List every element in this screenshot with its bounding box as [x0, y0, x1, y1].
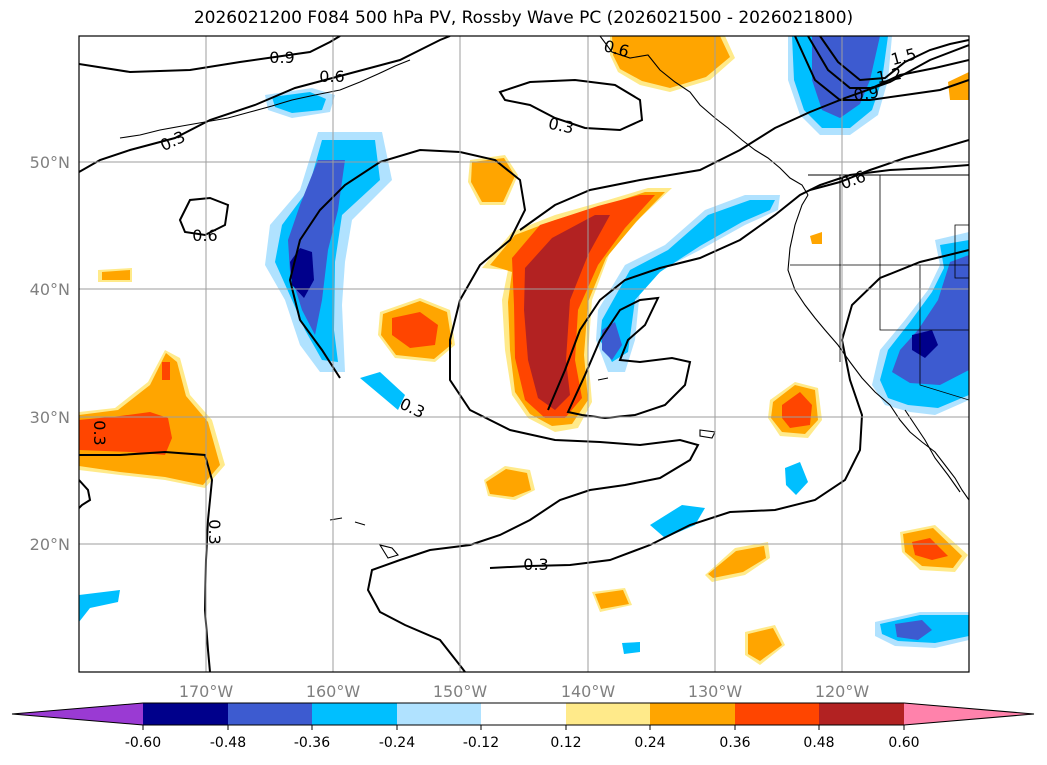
latitude-labels: 50°N 40°N 30°N 20°N: [30, 153, 70, 554]
lat-label-50n: 50°N: [30, 153, 70, 172]
colorbar-extend-right: [904, 703, 1034, 725]
colorbar-tick-label: -0.36: [294, 735, 330, 751]
contour-label: 0.3: [90, 420, 109, 445]
contour-label: 0.9: [269, 48, 294, 67]
colorbar-extend-left: [12, 703, 143, 725]
contour-0.3-loop: [498, 78, 644, 132]
colorbar-segment: [735, 703, 819, 725]
colorbar-segment: [650, 703, 735, 725]
lon-label-170w: 170°W: [179, 682, 234, 701]
map-title: 2026021200 F084 500 hPa PV, Rossby Wave …: [193, 8, 854, 28]
contour-0.9-east: [794, 36, 969, 101]
colorbar-segment: [312, 703, 397, 725]
colorbar-tick-label: -0.48: [210, 735, 246, 751]
contour-label: 1.2: [875, 64, 903, 87]
lat-label-40n: 40°N: [30, 280, 70, 299]
colorbar-tick-label: -0.12: [463, 735, 499, 751]
pv-positive-fills: [79, 36, 969, 665]
colorbar-segment: [228, 703, 312, 725]
colorbar: -0.60 -0.48 -0.36 -0.24 -0.12 0.12 0.24 …: [11, 702, 1035, 751]
negative-anomaly-south-1: [650, 505, 705, 538]
contour-0.3-main: [288, 148, 700, 672]
north-america-west-coast: [787, 194, 969, 501]
baja-coast: [904, 409, 961, 493]
negative-anomaly-streak: [360, 372, 405, 410]
colorbar-tick-marks: [142, 725, 905, 730]
contour-label: 0.3: [205, 519, 224, 544]
map-frame: [78, 35, 970, 673]
negative-anomaly-west-edge: [79, 590, 120, 622]
colorbar-tick-label: -0.24: [379, 735, 415, 751]
lat-label-20n: 20°N: [30, 535, 70, 554]
colorbar-segment: [819, 703, 904, 725]
pv-contours: [79, 36, 969, 672]
colorbar-segment: [397, 703, 481, 725]
contour-0.6-east: [519, 44, 969, 231]
colorbar-tick-label: 0.36: [719, 735, 750, 751]
lon-label-140w: 140°W: [561, 682, 616, 701]
contour-0.6-north: [79, 36, 451, 173]
colorbar-tick-label: 0.48: [803, 735, 834, 751]
contour-label: 0.6: [319, 67, 344, 86]
colorbar-segment: [566, 703, 650, 725]
negative-anomaly-west-max: [290, 248, 314, 298]
contour-0.6-small: [178, 196, 230, 237]
contour-0.3-wave: [547, 164, 969, 411]
lon-label-150w: 150°W: [433, 682, 488, 701]
coastlines: [119, 36, 969, 559]
lon-label-130w: 130°W: [688, 682, 743, 701]
colorbar-tick-label: 0.12: [550, 735, 581, 751]
lon-label-120w: 120°W: [815, 682, 870, 701]
contour-0.6-east-lower: [809, 139, 969, 191]
contour-0.3-inner: [566, 296, 692, 420]
pv-negative-fills: [79, 36, 969, 654]
hawaii-islands: [329, 517, 399, 559]
contour-1.2: [807, 36, 969, 89]
colorbar-tick-label: 0.60: [888, 735, 919, 751]
aleutian-islands: [119, 59, 411, 139]
colorbar-segment: [143, 703, 228, 725]
lat-label-30n: 30°N: [30, 408, 70, 427]
state-borders: [790, 175, 969, 401]
map-gridlines: [79, 36, 969, 672]
contour-label: 0.6: [192, 226, 217, 245]
longitude-labels: 170°W 160°W 150°W 140°W 130°W 120°W: [179, 682, 870, 701]
contour-label: 0.9: [852, 82, 880, 104]
colorbar-tick-label: -0.60: [125, 735, 161, 751]
contour-0.3-east: [489, 249, 969, 569]
lon-label-160w: 160°W: [306, 682, 361, 701]
contour-label: 0.3: [523, 555, 548, 574]
colorbar-segment: [481, 703, 566, 725]
contour-label: 0.3: [547, 114, 576, 138]
contour-0.9-north: [79, 36, 341, 74]
colorbar-tick-label: 0.24: [634, 735, 665, 751]
